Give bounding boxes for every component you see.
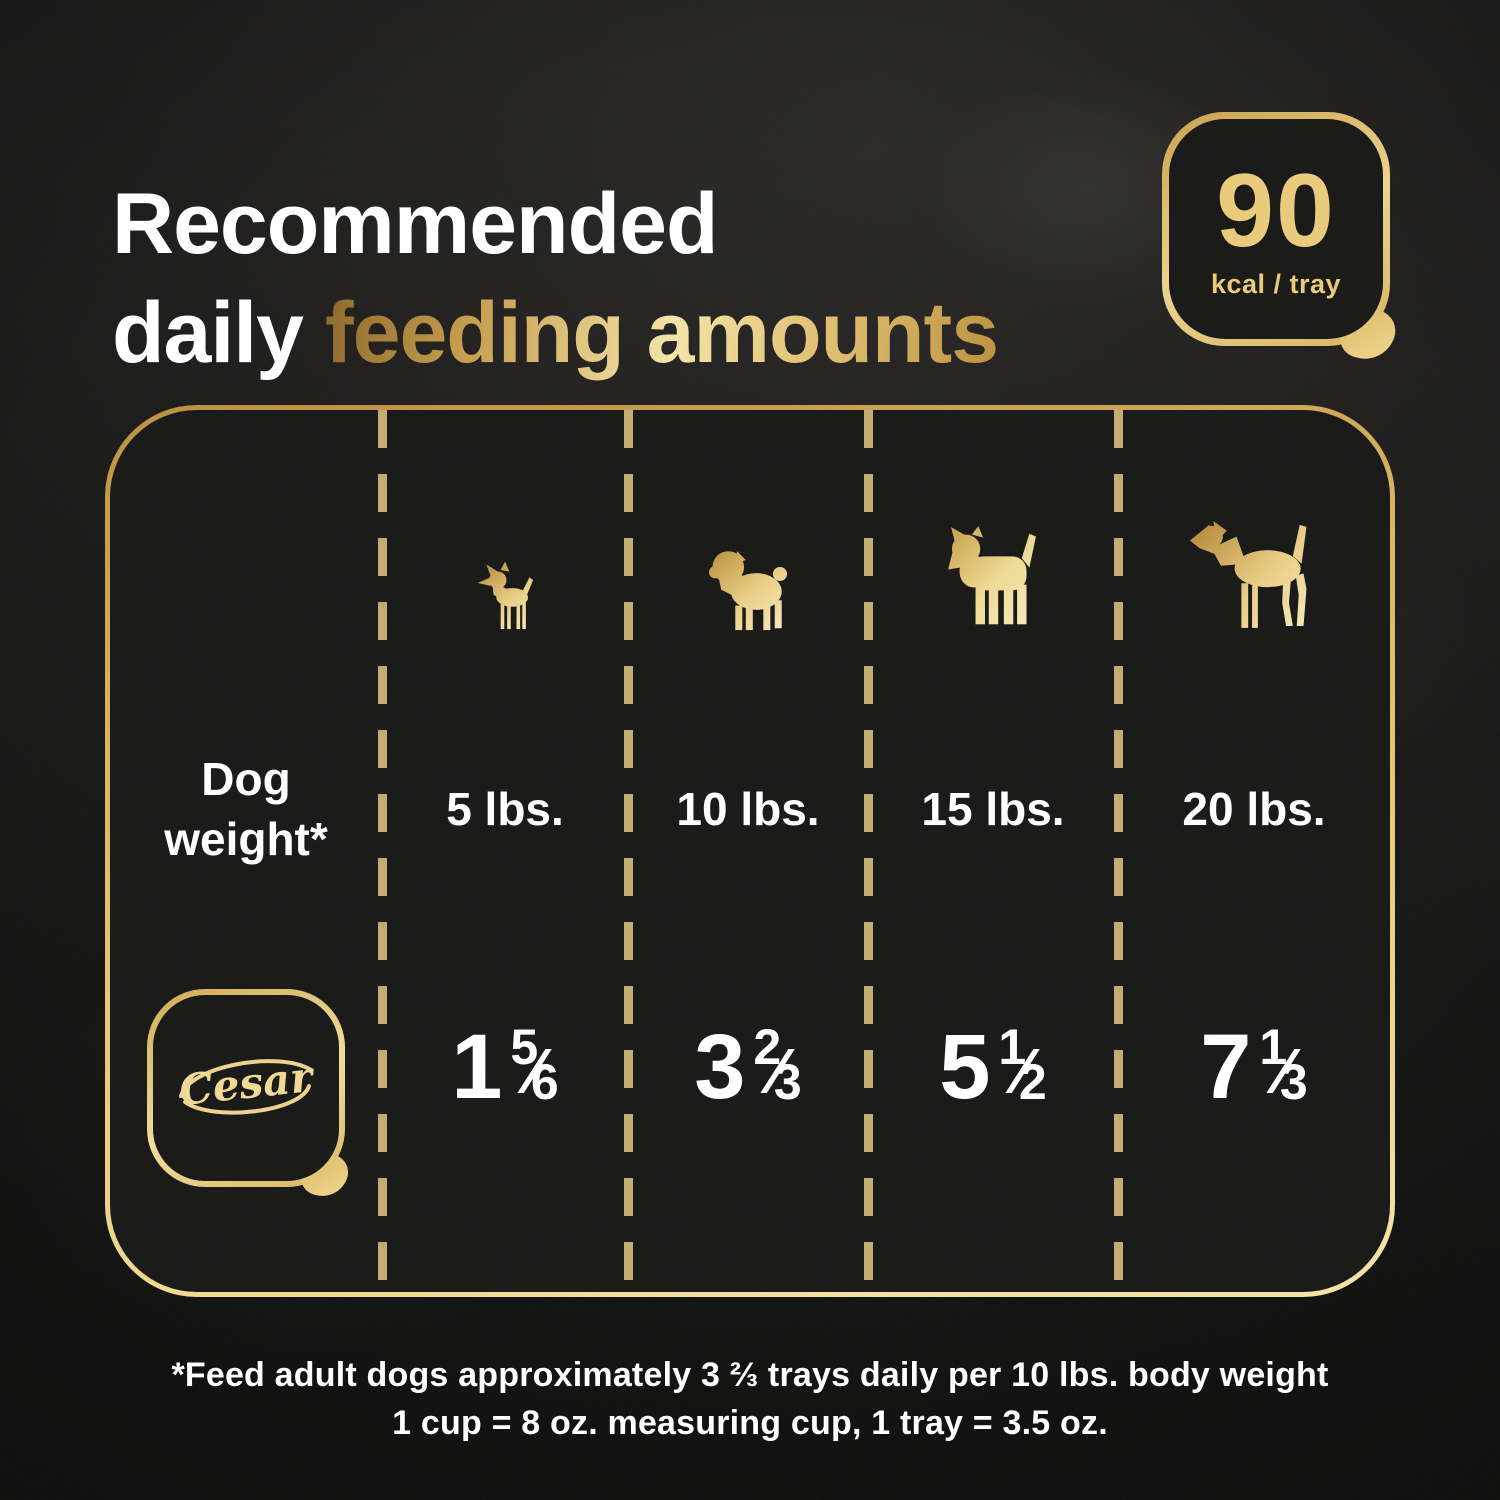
row-header-cell: Dog weight* [110, 740, 382, 895]
weight-label-20lbs: 20 lbs. [1182, 782, 1326, 835]
page-title: Recommended daily feeding amounts [112, 170, 999, 388]
footnote: *Feed adult dogs approximately 3 ⅔ trays… [0, 1352, 1500, 1447]
cesar-wordmark: Cesar [177, 1051, 317, 1114]
dog-weight-header: Dog weight* [164, 752, 328, 865]
weight-label-10lbs: 10 lbs. [676, 782, 820, 835]
dog-cell-15lbs [868, 410, 1118, 740]
svg-text:Cesar: Cesar [177, 1051, 317, 1114]
dog-cell-20lbs [1118, 410, 1390, 740]
pug-dog-icon [709, 551, 787, 631]
feeding-table: Dog weight* 5 lbs. 10 lbs. 15 lbs. 20 lb… [105, 405, 1395, 1297]
kcal-value: 90 [1216, 152, 1336, 269]
kcal-per-tray-badge: 90 kcal / tray [1162, 112, 1401, 367]
empty-cell [110, 410, 382, 740]
weight-label-15lbs: 15 lbs. [921, 782, 1065, 835]
title-line-2-white: daily [112, 284, 304, 381]
title-line-2-gold: feeding amounts [324, 284, 999, 381]
title-line-1: Recommended [112, 175, 718, 272]
amount-20lbs: 7 1⁄3 [1200, 1016, 1308, 1118]
amount-10lbs: 3 2⁄3 [694, 1016, 802, 1118]
weight-label-5lbs: 5 lbs. [446, 782, 564, 835]
tray-outline-icon: 90 kcal / tray [1162, 112, 1401, 367]
dog-cell-5lbs [382, 410, 628, 740]
tray-outline-icon: Cesar [147, 988, 353, 1203]
fox-terrier-dog-icon [1189, 521, 1307, 628]
amount-15lbs: 5 1⁄2 [939, 1016, 1047, 1118]
small-terrier-dog-icon [477, 561, 534, 630]
cesar-tray-logo: Cesar [147, 988, 353, 1203]
kcal-unit: kcal / tray [1210, 268, 1342, 299]
footnote-line-1: *Feed adult dogs approximately 3 ⅔ trays… [171, 1356, 1329, 1394]
westie-dog-icon [948, 526, 1036, 625]
amount-5lbs: 1 5⁄6 [451, 1016, 559, 1118]
dog-cell-10lbs [628, 410, 868, 740]
footnote-line-2: 1 cup = 8 oz. measuring cup, 1 tray = 3.… [392, 1403, 1108, 1442]
